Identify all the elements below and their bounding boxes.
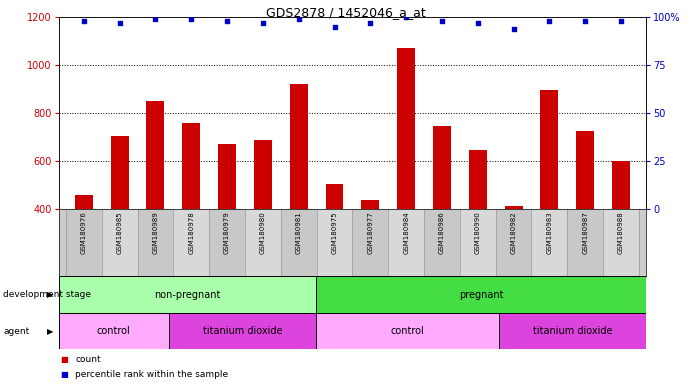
Bar <box>138 209 173 276</box>
Text: titanium dioxide: titanium dioxide <box>533 326 612 336</box>
Text: count: count <box>75 354 101 364</box>
Bar <box>612 161 630 209</box>
Text: control: control <box>97 326 131 336</box>
Bar <box>281 209 316 276</box>
Bar <box>290 84 307 209</box>
Bar <box>325 184 343 209</box>
Bar <box>75 195 93 209</box>
Text: pregnant: pregnant <box>459 290 503 300</box>
Text: GSM180978: GSM180978 <box>188 211 194 254</box>
Bar <box>352 209 388 276</box>
Text: GSM180985: GSM180985 <box>117 211 122 254</box>
Point <box>508 26 519 32</box>
Text: ▶: ▶ <box>47 327 53 336</box>
Bar <box>316 276 646 313</box>
Text: GSM180979: GSM180979 <box>224 211 230 254</box>
Point <box>114 20 125 26</box>
Text: GSM180984: GSM180984 <box>403 211 409 254</box>
Bar <box>173 209 209 276</box>
Point <box>257 20 268 26</box>
Text: percentile rank within the sample: percentile rank within the sample <box>75 370 229 379</box>
Point <box>580 18 591 24</box>
Text: GSM180982: GSM180982 <box>511 211 517 254</box>
Point <box>437 18 448 24</box>
Bar <box>59 276 316 313</box>
Bar <box>540 91 558 209</box>
Bar <box>316 313 499 349</box>
Bar <box>111 136 129 209</box>
Bar <box>531 209 567 276</box>
Text: ■: ■ <box>60 370 68 379</box>
Text: GSM180980: GSM180980 <box>260 211 266 254</box>
Bar <box>66 209 102 276</box>
Bar <box>424 209 460 276</box>
Text: GSM180990: GSM180990 <box>475 211 481 254</box>
Bar <box>102 209 138 276</box>
Bar <box>218 144 236 209</box>
Bar <box>433 126 451 209</box>
Bar <box>468 151 486 209</box>
Bar <box>499 313 646 349</box>
Point <box>78 18 89 24</box>
Bar <box>397 48 415 209</box>
Bar <box>169 313 316 349</box>
Bar <box>495 209 531 276</box>
Bar <box>146 101 164 209</box>
Bar <box>361 200 379 209</box>
Text: GSM180975: GSM180975 <box>332 211 337 254</box>
Text: titanium dioxide: titanium dioxide <box>202 326 282 336</box>
Bar <box>182 123 200 209</box>
Text: GSM180976: GSM180976 <box>81 211 87 254</box>
Bar <box>388 209 424 276</box>
Text: GSM180987: GSM180987 <box>583 211 588 254</box>
Bar <box>59 313 169 349</box>
Text: ▶: ▶ <box>47 290 53 299</box>
Bar <box>603 209 639 276</box>
Bar <box>254 140 272 209</box>
Point <box>365 20 376 26</box>
Point <box>329 24 340 30</box>
Bar <box>576 131 594 209</box>
Point <box>544 18 555 24</box>
Bar <box>316 209 352 276</box>
Point <box>222 18 233 24</box>
Text: GSM180983: GSM180983 <box>547 211 552 254</box>
Bar <box>567 209 603 276</box>
Text: GSM180981: GSM180981 <box>296 211 302 254</box>
Point <box>401 14 412 20</box>
Text: control: control <box>390 326 424 336</box>
Text: non-pregnant: non-pregnant <box>154 290 220 300</box>
Text: agent: agent <box>3 327 30 336</box>
Text: ■: ■ <box>60 354 68 364</box>
Text: GSM180986: GSM180986 <box>439 211 445 254</box>
Text: GSM180989: GSM180989 <box>153 211 158 254</box>
Bar <box>504 206 522 209</box>
Point <box>616 18 627 24</box>
Bar <box>245 209 281 276</box>
Text: GSM180988: GSM180988 <box>618 211 624 254</box>
Bar <box>460 209 495 276</box>
Text: GSM180977: GSM180977 <box>368 211 373 254</box>
Text: development stage: development stage <box>3 290 91 299</box>
Text: GDS2878 / 1452046_a_at: GDS2878 / 1452046_a_at <box>265 6 426 19</box>
Point <box>472 20 483 26</box>
Bar <box>209 209 245 276</box>
Point <box>293 16 304 22</box>
Point <box>186 16 197 22</box>
Point <box>150 16 161 22</box>
